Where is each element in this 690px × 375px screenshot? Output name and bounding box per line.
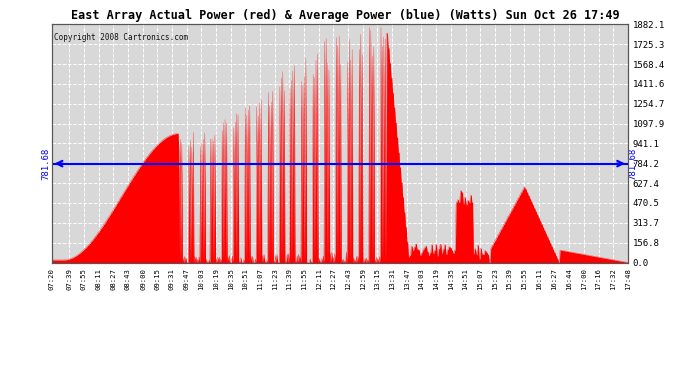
Text: 11:23: 11:23 bbox=[272, 268, 277, 290]
Text: 11:39: 11:39 bbox=[286, 268, 293, 290]
Text: 09:00: 09:00 bbox=[141, 268, 146, 290]
Text: 10:51: 10:51 bbox=[242, 268, 248, 290]
Text: 13:31: 13:31 bbox=[389, 268, 395, 290]
Text: 11:07: 11:07 bbox=[257, 268, 263, 290]
Text: East Array Actual Power (red) & Average Power (blue) (Watts) Sun Oct 26 17:49: East Array Actual Power (red) & Average … bbox=[70, 9, 620, 22]
Text: 14:35: 14:35 bbox=[448, 268, 454, 290]
Text: 10:19: 10:19 bbox=[213, 268, 219, 290]
Text: 17:32: 17:32 bbox=[610, 268, 616, 290]
Text: 07:55: 07:55 bbox=[81, 268, 87, 290]
Text: 16:27: 16:27 bbox=[551, 268, 557, 290]
Text: 781.68: 781.68 bbox=[42, 147, 51, 180]
Text: 10:35: 10:35 bbox=[228, 268, 234, 290]
Text: 13:15: 13:15 bbox=[375, 268, 380, 290]
Text: 12:43: 12:43 bbox=[345, 268, 351, 290]
Text: 17:48: 17:48 bbox=[625, 268, 631, 290]
Text: 13:47: 13:47 bbox=[404, 268, 410, 290]
Text: 14:51: 14:51 bbox=[462, 268, 469, 290]
Text: 09:15: 09:15 bbox=[155, 268, 160, 290]
Text: 17:16: 17:16 bbox=[595, 268, 602, 290]
Text: 12:59: 12:59 bbox=[359, 268, 366, 290]
Text: 08:11: 08:11 bbox=[95, 268, 101, 290]
Text: 07:39: 07:39 bbox=[66, 268, 72, 290]
Text: Copyright 2008 Cartronics.com: Copyright 2008 Cartronics.com bbox=[54, 33, 188, 42]
Text: 09:31: 09:31 bbox=[169, 268, 175, 290]
Text: 10:03: 10:03 bbox=[198, 268, 204, 290]
Text: 781.68: 781.68 bbox=[629, 147, 638, 180]
Text: 17:00: 17:00 bbox=[581, 268, 587, 290]
Text: 14:19: 14:19 bbox=[433, 268, 439, 290]
Text: 15:07: 15:07 bbox=[477, 268, 483, 290]
Text: 16:11: 16:11 bbox=[536, 268, 542, 290]
Text: 11:55: 11:55 bbox=[301, 268, 307, 290]
Text: 12:11: 12:11 bbox=[316, 268, 322, 290]
Text: 12:27: 12:27 bbox=[331, 268, 337, 290]
Text: 15:55: 15:55 bbox=[521, 268, 527, 290]
Text: 15:39: 15:39 bbox=[506, 268, 513, 290]
Text: 09:47: 09:47 bbox=[184, 268, 190, 290]
Text: 14:03: 14:03 bbox=[418, 268, 424, 290]
Text: 07:20: 07:20 bbox=[49, 268, 55, 290]
Text: 15:23: 15:23 bbox=[492, 268, 498, 290]
Text: 16:44: 16:44 bbox=[566, 268, 572, 290]
Text: 08:43: 08:43 bbox=[125, 268, 131, 290]
Text: 08:27: 08:27 bbox=[110, 268, 116, 290]
